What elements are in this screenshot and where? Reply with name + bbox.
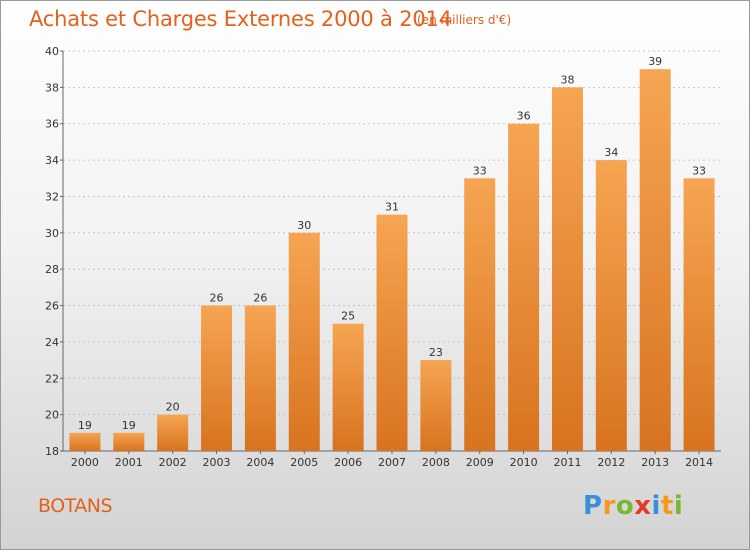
bar	[288, 232, 320, 451]
logo-letter: i	[673, 491, 684, 521]
bar	[69, 432, 101, 451]
x-tick-label: 2003	[203, 456, 231, 469]
data-label: 33	[692, 164, 706, 177]
bar	[201, 305, 233, 451]
y-tick-label: 38	[45, 81, 59, 94]
bar	[639, 69, 671, 451]
bar	[376, 214, 408, 451]
y-tick-label: 22	[45, 372, 59, 385]
data-label: 23	[429, 346, 443, 359]
data-label: 34	[604, 146, 618, 159]
y-tick-label: 40	[45, 45, 59, 58]
bar	[244, 305, 276, 451]
x-tick-label: 2000	[71, 456, 99, 469]
bar	[332, 323, 364, 451]
x-tick-label: 2004	[246, 456, 274, 469]
data-label: 26	[210, 292, 224, 305]
x-tick-label: 2007	[378, 456, 406, 469]
data-label: 36	[517, 110, 531, 123]
bar	[508, 123, 540, 452]
x-tick-label: 2001	[115, 456, 143, 469]
bars	[69, 69, 715, 452]
logo-letter: o	[615, 491, 635, 521]
proxiti-logo: Proxiti	[583, 491, 683, 521]
y-tick-label: 32	[45, 190, 59, 203]
y-tick-label: 30	[45, 227, 59, 240]
x-tick-label: 2011	[553, 456, 581, 469]
data-label: 25	[341, 310, 355, 323]
bar	[420, 360, 452, 451]
data-label: 39	[648, 55, 662, 68]
x-tick-label: 2005	[290, 456, 318, 469]
data-label: 31	[385, 201, 399, 214]
data-label: 26	[253, 292, 267, 305]
x-tick-label: 2002	[159, 456, 187, 469]
data-labels: 19 19 20 26 26 30 25 31 23 33 36 38 34 39 33	[78, 55, 706, 432]
logo-letter: i	[651, 491, 661, 521]
bar	[595, 160, 627, 451]
data-label: 19	[78, 419, 92, 432]
logo-letter: x	[634, 491, 652, 521]
y-tick-label: 18	[45, 445, 59, 458]
x-tick-label: 2014	[685, 456, 713, 469]
bar	[113, 432, 145, 451]
x-tick-label: 2006	[334, 456, 362, 469]
x-tick-label: 2010	[510, 456, 538, 469]
bar	[464, 178, 496, 452]
logo-letter: r	[602, 491, 616, 521]
chart-subtitle: (en milliers d'€)	[417, 13, 512, 27]
bar	[683, 178, 715, 452]
y-tick-label: 20	[45, 409, 59, 422]
x-tick-label: 2009	[466, 456, 494, 469]
y-tick-label: 36	[45, 118, 59, 131]
x-tick-label: 2008	[422, 456, 450, 469]
data-label: 30	[297, 219, 311, 232]
logo-letter: t	[660, 491, 674, 521]
x-tick-label: 2012	[597, 456, 625, 469]
bar	[157, 414, 189, 451]
y-tick-label: 34	[45, 154, 59, 167]
data-label: 38	[560, 73, 574, 86]
y-tick-label: 24	[45, 336, 59, 349]
x-tick-label: 2013	[641, 456, 669, 469]
logo-letter: P	[583, 491, 603, 521]
data-label: 20	[166, 401, 180, 414]
commune-name: BOTANS	[38, 495, 113, 517]
data-label: 33	[473, 164, 487, 177]
y-tick-label: 26	[45, 300, 59, 313]
y-tick-label: 28	[45, 263, 59, 276]
data-label: 19	[122, 419, 136, 432]
chart-title: Achats et Charges Externes 2000 à 2014	[29, 7, 452, 31]
bar	[551, 87, 583, 451]
